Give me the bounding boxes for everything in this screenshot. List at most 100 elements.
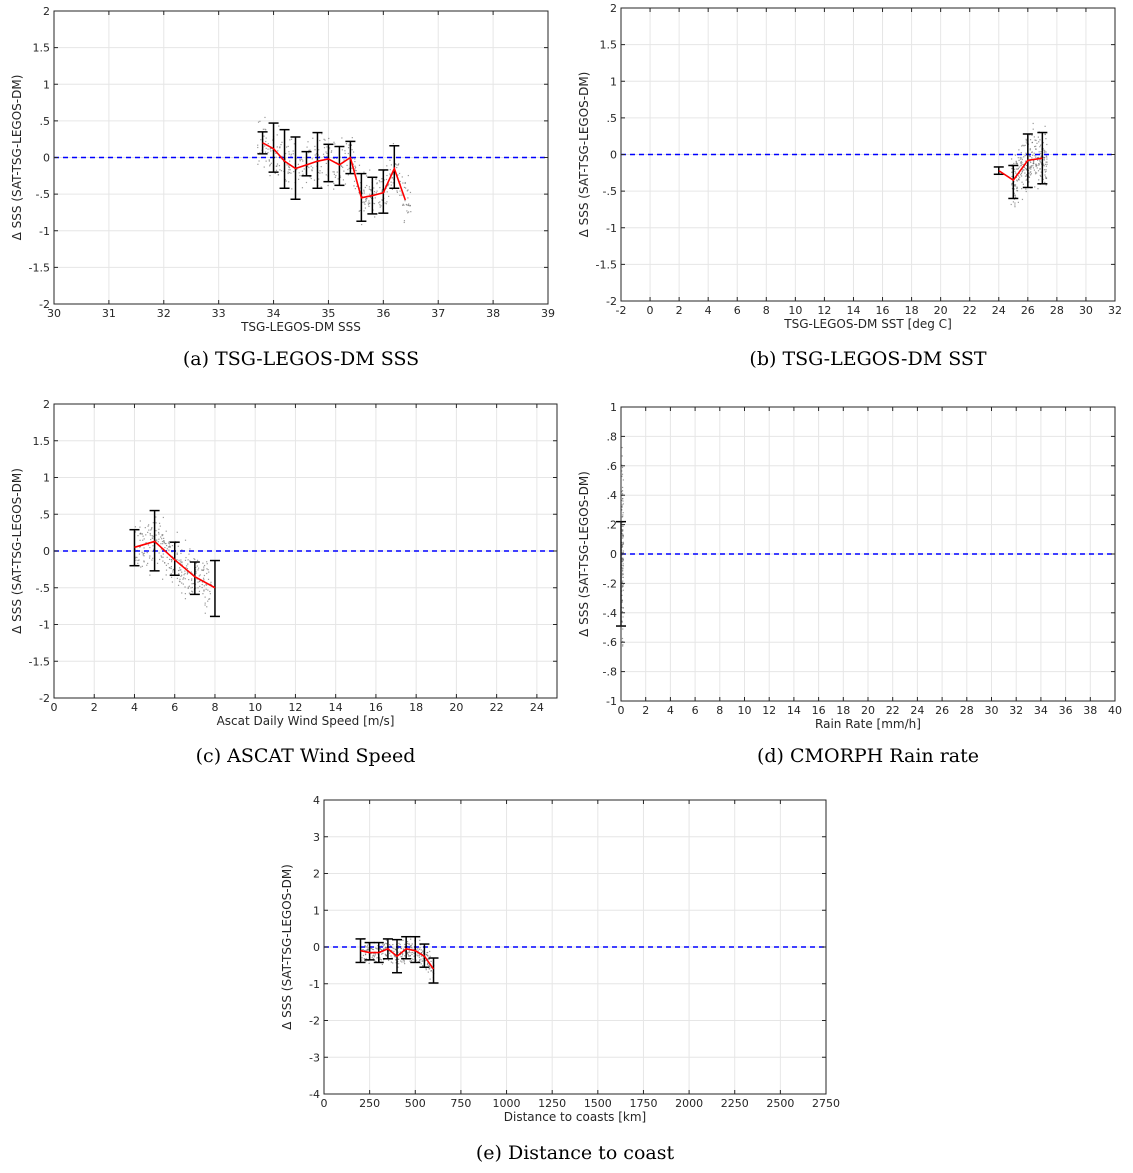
y-tick-label: 2 bbox=[610, 2, 617, 15]
scatter-point bbox=[138, 553, 141, 555]
scatter-point bbox=[140, 566, 142, 568]
scatter-point bbox=[180, 552, 182, 555]
scatter-point bbox=[379, 206, 381, 208]
scatter-point bbox=[152, 545, 154, 547]
scatter-point bbox=[418, 955, 420, 957]
scatter-point bbox=[363, 958, 365, 960]
scatter-point bbox=[162, 560, 164, 562]
scatter-point bbox=[429, 955, 431, 957]
x-tick-label: 1500 bbox=[584, 1097, 612, 1110]
scatter-point bbox=[171, 559, 173, 561]
scatter-point bbox=[1025, 141, 1027, 143]
scatter-point bbox=[396, 166, 398, 169]
scatter-point bbox=[622, 557, 624, 559]
scatter-point bbox=[270, 147, 272, 149]
scatter-point bbox=[313, 179, 316, 181]
scatter-point bbox=[152, 522, 154, 524]
scatter-point bbox=[386, 191, 388, 193]
scatter-point bbox=[305, 181, 308, 184]
scatter-point bbox=[622, 550, 625, 552]
scatter-point bbox=[347, 152, 349, 155]
scatter-point bbox=[203, 564, 206, 567]
scatter-point bbox=[1014, 202, 1016, 204]
scatter-point bbox=[425, 969, 427, 971]
scatter-point bbox=[1015, 162, 1017, 164]
scatter-point bbox=[406, 952, 409, 955]
scatter-point bbox=[408, 947, 411, 949]
scatter-point bbox=[179, 567, 181, 569]
scatter-point bbox=[1023, 166, 1026, 169]
scatter-point bbox=[378, 179, 380, 182]
scatter-point bbox=[343, 159, 345, 161]
scatter-point bbox=[379, 204, 381, 206]
scatter-point bbox=[381, 949, 383, 951]
scatter-point bbox=[186, 573, 189, 575]
scatter-point bbox=[382, 945, 384, 947]
y-tick-label: 1.5 bbox=[600, 39, 618, 52]
scatter-point bbox=[202, 593, 204, 595]
x-tick-label: 0 bbox=[321, 1097, 328, 1110]
scatter-point bbox=[376, 190, 378, 192]
x-tick-label: 8 bbox=[763, 304, 770, 317]
scatter-point bbox=[1032, 167, 1035, 169]
x-tick-label: 32 bbox=[1108, 304, 1122, 317]
scatter-point bbox=[351, 167, 353, 169]
scatter-point bbox=[190, 579, 193, 581]
scatter-point bbox=[622, 503, 624, 505]
scatter-point bbox=[381, 189, 383, 191]
scatter-point bbox=[353, 185, 355, 187]
scatter-point bbox=[381, 181, 383, 183]
scatter-point bbox=[195, 570, 197, 573]
scatter-point bbox=[184, 539, 187, 541]
scatter-point bbox=[1043, 159, 1045, 161]
y-tick-label: 1 bbox=[610, 401, 617, 414]
scatter-point bbox=[1034, 186, 1036, 188]
scatter-point bbox=[417, 950, 419, 952]
scatter-point bbox=[269, 148, 271, 150]
scatter-point bbox=[364, 203, 366, 205]
scatter-point bbox=[407, 952, 409, 954]
scatter-point bbox=[334, 176, 336, 178]
scatter-point bbox=[420, 949, 422, 951]
scatter-point bbox=[382, 943, 384, 945]
scatter-point bbox=[290, 172, 292, 174]
scatter-point bbox=[148, 524, 150, 526]
scatter-point bbox=[367, 202, 369, 204]
scatter-point bbox=[621, 557, 623, 559]
scatter-point bbox=[1011, 165, 1013, 168]
scatter-point bbox=[201, 583, 203, 586]
scatter-point bbox=[621, 466, 624, 469]
scatter-point bbox=[161, 556, 163, 558]
scatter-point bbox=[299, 158, 301, 161]
scatter-point bbox=[269, 175, 271, 177]
scatter-point bbox=[365, 958, 368, 960]
scatter-point bbox=[1017, 175, 1020, 177]
scatter-point bbox=[197, 587, 199, 589]
scatter-point bbox=[379, 186, 381, 189]
scatter-point bbox=[184, 593, 186, 595]
scatter-point bbox=[403, 961, 405, 963]
scatter-point bbox=[621, 545, 623, 547]
scatter-point bbox=[275, 165, 277, 167]
scatter-point bbox=[139, 533, 141, 535]
scatter-point bbox=[365, 197, 368, 200]
y-axis-label: Δ SSS (SAT-TSG-LEGOS-DM) bbox=[10, 468, 24, 634]
scatter-point bbox=[181, 571, 183, 573]
scatter-point bbox=[181, 561, 183, 563]
scatter-point bbox=[622, 552, 624, 554]
scatter-point bbox=[368, 188, 370, 190]
scatter-point bbox=[1043, 151, 1046, 153]
scatter-point bbox=[146, 552, 148, 554]
scatter-point bbox=[288, 151, 290, 153]
scatter-point bbox=[386, 943, 388, 945]
scatter-point bbox=[1032, 154, 1034, 156]
y-tick-label: 1 bbox=[43, 78, 50, 91]
scatter-point bbox=[257, 146, 259, 149]
scatter-point bbox=[203, 574, 206, 577]
scatter-point bbox=[392, 173, 394, 175]
scatter-point bbox=[1035, 139, 1037, 142]
scatter-point bbox=[1039, 174, 1041, 177]
scatter-point bbox=[269, 164, 271, 166]
scatter-point bbox=[363, 171, 365, 173]
scatter-point bbox=[384, 946, 387, 949]
